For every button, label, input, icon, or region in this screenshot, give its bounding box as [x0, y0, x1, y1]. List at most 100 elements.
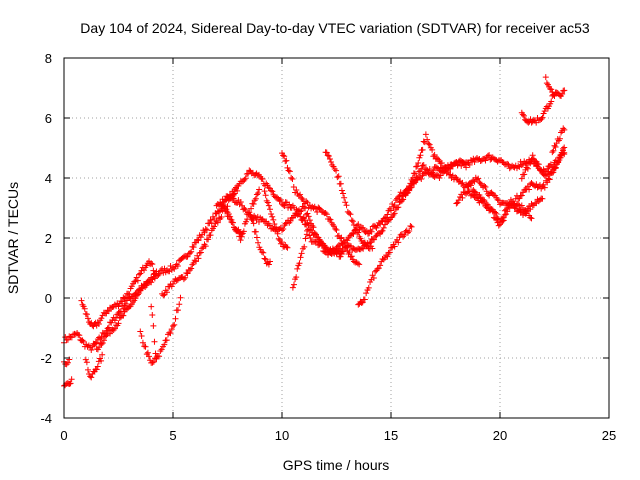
series-track-13: [261, 188, 291, 251]
data-point: [434, 155, 441, 162]
y-tick-label: 4: [45, 171, 52, 186]
data-point: [383, 214, 390, 221]
data-point: [93, 366, 100, 373]
data-point: [484, 152, 491, 159]
data-point: [231, 190, 238, 197]
data-point: [207, 217, 214, 224]
data-point: [261, 188, 268, 195]
data-point: [283, 157, 290, 164]
data-point: [222, 196, 229, 203]
data-point: [98, 315, 105, 322]
data-point: [512, 205, 519, 212]
data-point: [449, 163, 456, 170]
data-point: [326, 155, 333, 162]
data-point: [122, 294, 129, 301]
data-point: [288, 174, 295, 181]
data-point: [515, 201, 522, 208]
data-point: [539, 114, 546, 121]
data-point: [538, 115, 545, 122]
data-point: [64, 336, 71, 343]
data-point: [340, 239, 347, 246]
data-point: [497, 219, 503, 226]
data-point: [248, 216, 255, 223]
data-point: [174, 262, 181, 269]
data-point: [529, 152, 536, 159]
data-point: [149, 261, 156, 268]
data-point: [548, 98, 555, 105]
data-point: [518, 202, 525, 209]
data-point: [395, 194, 402, 201]
data-point: [94, 363, 101, 370]
data-point: [401, 190, 408, 197]
series-track-9: [159, 149, 568, 299]
data-point: [480, 196, 487, 203]
data-point: [265, 202, 272, 209]
data-point: [368, 228, 375, 235]
data-point: [134, 277, 141, 284]
data-point: [269, 188, 276, 195]
data-point: [226, 191, 233, 198]
data-point: [338, 234, 345, 241]
data-point: [267, 258, 274, 265]
data-point: [221, 204, 228, 211]
data-point: [437, 172, 444, 179]
data-point: [284, 164, 291, 171]
data-point: [177, 294, 184, 301]
data-point: [555, 158, 562, 165]
data-point: [549, 89, 556, 96]
data-point: [273, 226, 280, 233]
data-point: [167, 330, 174, 337]
data-point: [195, 255, 202, 262]
data-point: [282, 158, 289, 165]
data-point: [100, 337, 107, 344]
series-track-26: [549, 125, 568, 156]
data-point: [260, 249, 267, 256]
data-point: [504, 160, 511, 167]
data-point: [241, 205, 248, 212]
data-point: [98, 334, 105, 341]
data-point: [259, 176, 266, 183]
data-point: [229, 219, 236, 226]
data-point: [379, 227, 386, 234]
data-point: [521, 171, 528, 178]
data-point: [549, 169, 556, 176]
x-tick-labels: 0 5 10 15 20 25: [60, 428, 616, 443]
data-point: [312, 238, 319, 245]
data-point: [325, 246, 332, 253]
series-track-4: [78, 258, 158, 330]
data-point: [279, 227, 285, 234]
data-point: [355, 221, 362, 228]
data-point: [466, 161, 473, 168]
data-point: [550, 91, 557, 98]
data-point: [134, 291, 141, 298]
data-point: [235, 226, 242, 233]
data-point: [398, 197, 405, 204]
data-point: [290, 184, 297, 191]
data-point: [188, 265, 195, 272]
data-point: [360, 245, 367, 252]
data-point: [293, 186, 300, 193]
data-point: [346, 210, 353, 217]
data-point: [138, 285, 145, 292]
data-point: [363, 290, 370, 297]
series-track-10: [213, 147, 568, 258]
data-point: [475, 175, 482, 182]
data-point: [391, 243, 398, 250]
series-track-6: [93, 268, 160, 353]
data-point: [304, 210, 311, 217]
data-point: [125, 290, 132, 297]
data-point: [107, 330, 114, 337]
data-point: [148, 260, 155, 267]
data-point: [170, 280, 176, 287]
data-point: [153, 268, 160, 275]
data-point: [408, 223, 415, 230]
data-point: [128, 283, 135, 290]
data-point: [287, 217, 294, 224]
data-point: [546, 176, 553, 183]
data-point: [482, 184, 489, 191]
series-track-22: [464, 181, 535, 226]
data-point: [326, 216, 333, 223]
data-point: [390, 211, 397, 218]
data-point: [191, 257, 198, 264]
data-point: [356, 261, 363, 268]
